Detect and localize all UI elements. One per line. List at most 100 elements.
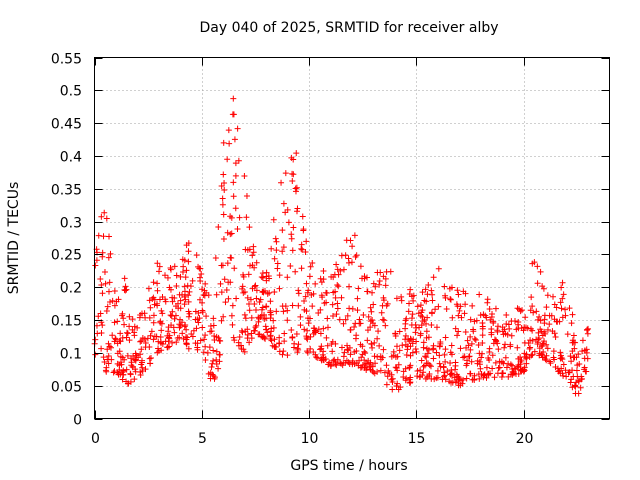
data-point bbox=[528, 352, 535, 359]
data-point bbox=[115, 371, 122, 378]
data-point bbox=[467, 333, 474, 340]
data-point bbox=[423, 320, 430, 327]
data-point bbox=[185, 308, 192, 315]
y-axis-title: SRMTID / TECUs bbox=[6, 182, 22, 295]
data-point bbox=[260, 289, 267, 296]
data-point bbox=[215, 223, 222, 230]
data-point bbox=[104, 303, 111, 310]
data-point bbox=[301, 298, 308, 304]
data-point bbox=[256, 299, 263, 306]
data-point bbox=[285, 219, 292, 226]
data-point bbox=[359, 343, 366, 350]
data-point bbox=[215, 334, 222, 341]
data-point bbox=[146, 314, 153, 321]
data-point bbox=[505, 321, 512, 328]
data-point bbox=[404, 346, 411, 353]
data-point bbox=[479, 340, 486, 347]
data-point bbox=[423, 328, 430, 335]
data-point bbox=[295, 287, 302, 294]
data-point bbox=[298, 265, 305, 272]
data-point bbox=[512, 318, 519, 325]
data-point bbox=[94, 330, 101, 337]
data-point bbox=[164, 274, 171, 281]
data-point bbox=[370, 301, 377, 308]
data-point bbox=[202, 280, 209, 287]
data-point bbox=[288, 327, 295, 334]
data-point bbox=[359, 275, 366, 282]
data-point bbox=[575, 351, 582, 358]
data-point bbox=[145, 285, 152, 292]
data-point bbox=[420, 339, 427, 346]
data-point bbox=[185, 345, 192, 352]
data-point bbox=[428, 322, 435, 329]
data-point bbox=[289, 247, 296, 254]
data-point bbox=[464, 357, 471, 364]
data-point bbox=[98, 345, 105, 352]
data-point bbox=[375, 328, 382, 335]
data-point bbox=[542, 330, 549, 337]
y-tick-label: 0.45 bbox=[51, 117, 82, 133]
data-point bbox=[422, 286, 429, 293]
data-point bbox=[111, 368, 118, 375]
data-point bbox=[557, 299, 564, 306]
data-point bbox=[384, 373, 391, 380]
data-point bbox=[456, 375, 463, 382]
data-point bbox=[213, 361, 220, 368]
data-point bbox=[230, 179, 237, 186]
data-point bbox=[155, 345, 162, 352]
data-point bbox=[147, 304, 154, 311]
data-point bbox=[485, 355, 492, 362]
data-point bbox=[577, 384, 584, 391]
data-point bbox=[333, 311, 340, 318]
data-point bbox=[505, 360, 512, 367]
data-point bbox=[533, 308, 540, 315]
data-point bbox=[455, 291, 462, 298]
data-point bbox=[529, 337, 536, 344]
data-point bbox=[107, 250, 114, 257]
data-point bbox=[531, 348, 538, 355]
data-point bbox=[340, 353, 347, 360]
data-point bbox=[355, 285, 362, 292]
data-point bbox=[367, 304, 374, 311]
data-point bbox=[290, 344, 297, 351]
data-point bbox=[531, 259, 538, 266]
data-point bbox=[199, 324, 206, 331]
data-point bbox=[251, 327, 258, 334]
data-point bbox=[183, 267, 190, 274]
data-point bbox=[329, 301, 336, 308]
data-point bbox=[416, 324, 423, 331]
data-point bbox=[403, 375, 410, 382]
data-point bbox=[494, 328, 501, 335]
data-point bbox=[156, 268, 163, 275]
data-point bbox=[243, 193, 250, 200]
data-point bbox=[280, 244, 287, 251]
data-point bbox=[243, 214, 250, 221]
data-point bbox=[515, 363, 522, 370]
data-point bbox=[268, 325, 275, 332]
data-point bbox=[204, 349, 211, 356]
data-point bbox=[448, 342, 455, 349]
data-point bbox=[320, 348, 327, 355]
data-point bbox=[252, 324, 259, 331]
x-tick-label: 0 bbox=[91, 431, 100, 447]
x-tick-label: 15 bbox=[408, 431, 426, 447]
data-point bbox=[437, 363, 444, 370]
data-point bbox=[97, 275, 104, 282]
data-point bbox=[374, 335, 381, 342]
data-point bbox=[312, 329, 319, 336]
data-point bbox=[218, 262, 225, 269]
data-point bbox=[192, 308, 199, 315]
data-point bbox=[295, 346, 302, 353]
data-point bbox=[396, 347, 403, 354]
data-point bbox=[514, 305, 521, 312]
data-point bbox=[417, 332, 424, 339]
data-point bbox=[121, 321, 128, 328]
data-point bbox=[182, 296, 189, 303]
data-point bbox=[463, 362, 470, 369]
data-point bbox=[417, 302, 424, 309]
data-point bbox=[328, 341, 335, 348]
data-point bbox=[413, 338, 420, 345]
data-point bbox=[419, 289, 426, 296]
data-point bbox=[364, 327, 371, 334]
data-point bbox=[560, 291, 567, 298]
